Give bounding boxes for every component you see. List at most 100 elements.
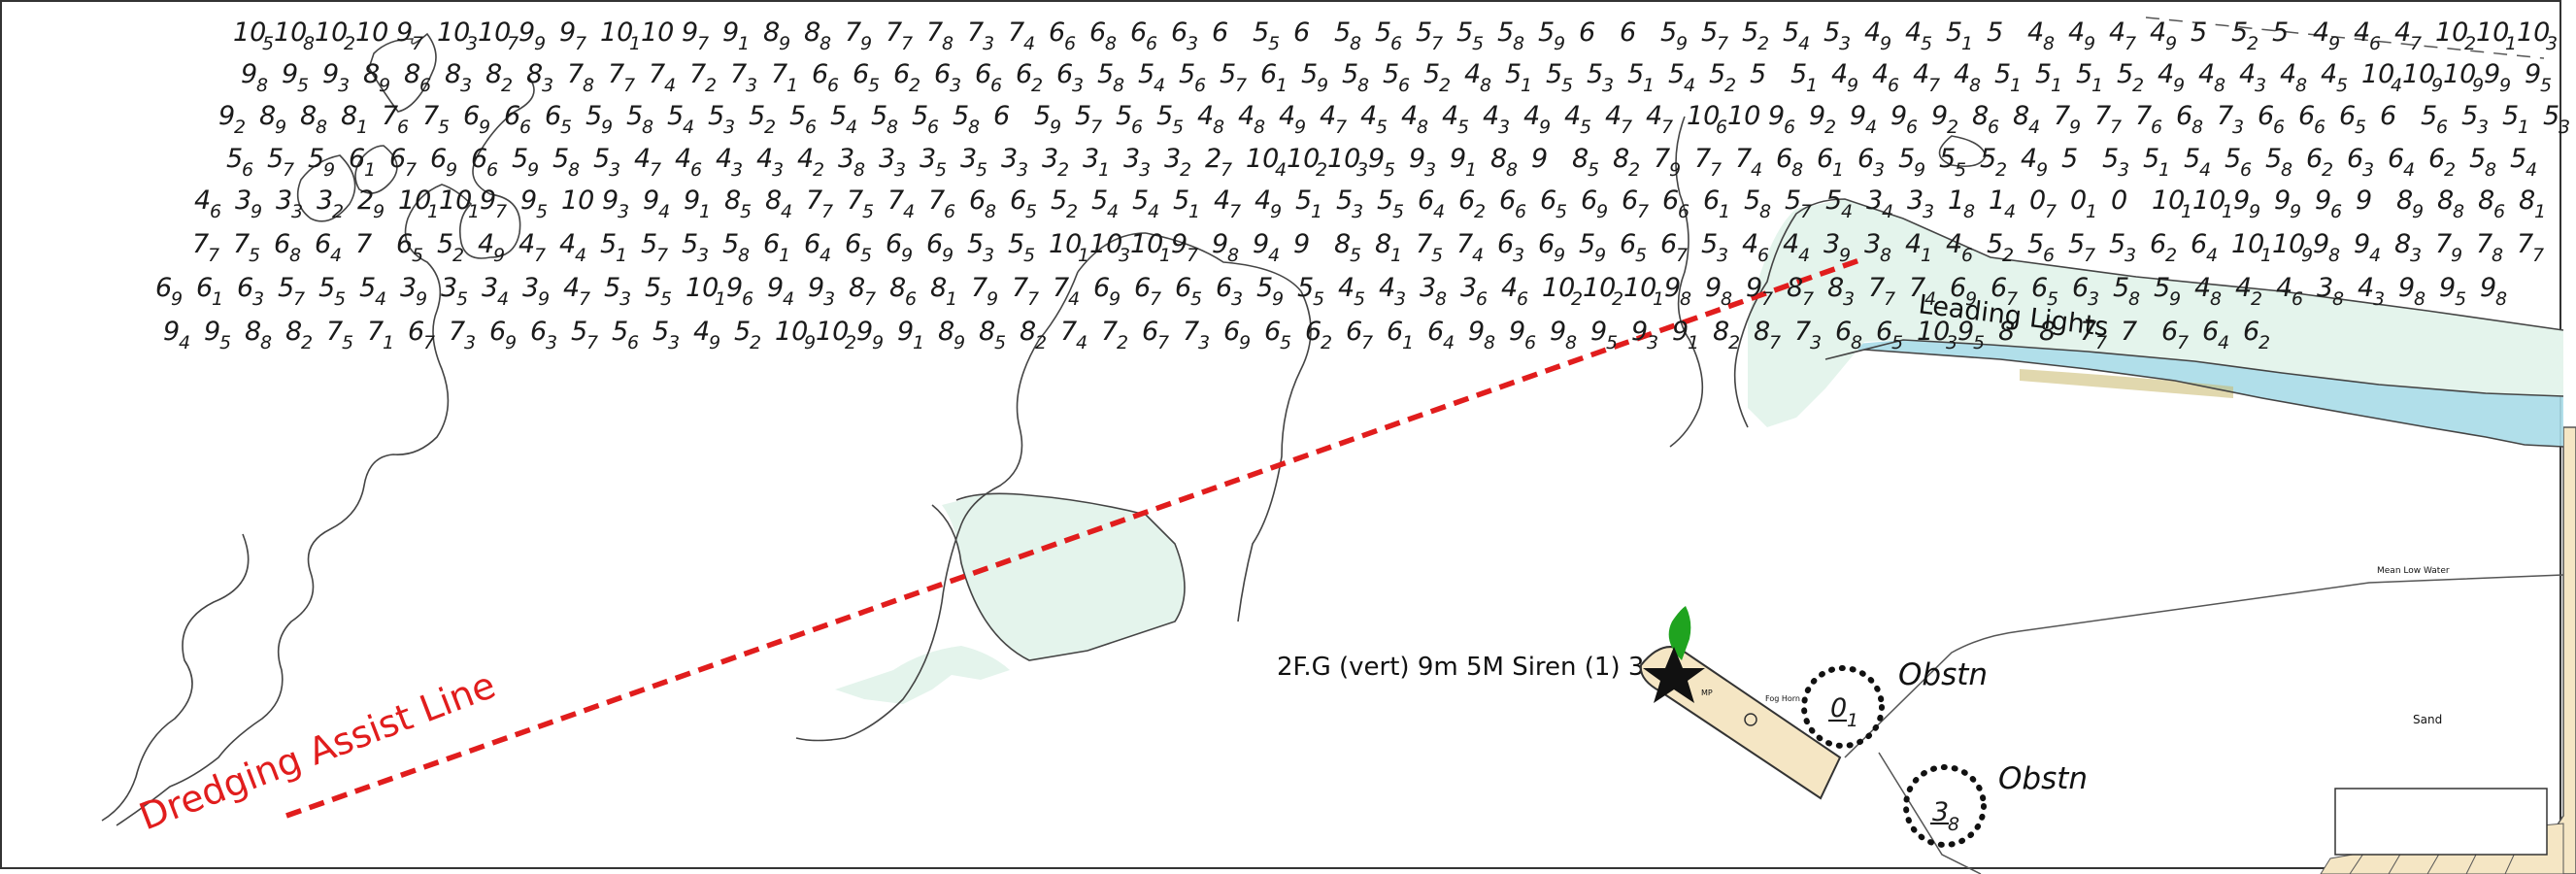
sounding-decimal: 3	[1356, 159, 1368, 181]
sounding-depth: 6	[2298, 101, 2315, 131]
sounding-decimal: 3	[1513, 245, 1524, 266]
sounding-decimal: 9	[2169, 288, 2181, 310]
land-area-right	[2524, 426, 2576, 874]
sounding-depth: 7	[1868, 273, 1885, 303]
sounding-decimal: 7	[2110, 117, 2122, 138]
contour-center-loop	[1145, 232, 1312, 622]
sounding-depth: 5	[967, 229, 984, 259]
sounding-depth: 4	[2394, 17, 2411, 48]
sounding-decimal: 8	[1480, 75, 1491, 96]
shoal-area-center	[942, 493, 1185, 660]
sounding-depth: 6	[1346, 317, 1362, 347]
sounding-depth: 7	[233, 229, 250, 259]
sounding-depth: 7	[2080, 317, 2096, 347]
sounding-decimal: 6	[690, 159, 702, 181]
sounding-depth: 8	[2478, 185, 2494, 216]
sounding-depth: 5	[2502, 101, 2519, 131]
sounding-depth: 9	[1890, 101, 1907, 131]
sand-label: Sand	[2413, 713, 2442, 726]
sounding-depth: 10	[1130, 229, 1163, 259]
sounding-depth: 8	[1375, 229, 1391, 259]
sounding-decimal: 3	[1602, 75, 1614, 96]
sounding-depth: 8	[363, 59, 380, 89]
sounding-decimal: 3	[1717, 245, 1728, 266]
sounding-depth: 6	[1056, 59, 1073, 89]
sounding-decimal: 3	[1946, 332, 1957, 353]
sounding-depth: 8	[2396, 185, 2413, 216]
sounding-depth: 5	[1497, 17, 1514, 48]
sounding-decimal: 9	[1669, 159, 1681, 181]
sounding-depth: 4	[2321, 59, 2337, 89]
contour-upper-loop	[354, 145, 398, 194]
sounding-decimal: 2	[501, 75, 513, 96]
sounding-depth: 10	[478, 17, 511, 48]
sounding-depth: 7	[608, 59, 624, 89]
sounding-decimal: 5	[1190, 288, 1202, 310]
sounding-decimal: 6	[1194, 75, 1206, 96]
sounding-decimal: 1	[2518, 117, 2529, 138]
sounding-depth: 4	[2358, 273, 2374, 303]
sounding-depth: 6	[1835, 317, 1852, 347]
sounding-depth: 6	[315, 229, 331, 259]
sounding-decimal: 3	[1498, 117, 1510, 138]
sounding-depth: 4	[1954, 59, 1970, 89]
sounding-depth: 6	[812, 59, 828, 89]
sounding-decimal: 7	[507, 33, 519, 54]
sounding-depth: 8	[1490, 144, 1507, 174]
sounding-decimal: 9	[1594, 245, 1606, 266]
sounding-depth: 5	[667, 101, 684, 131]
sounding-decimal: 3	[252, 288, 264, 310]
sounding-decimal: 1	[1402, 332, 1414, 353]
sounding-decimal: 2	[705, 75, 717, 96]
sounding-depth: 6	[2428, 144, 2445, 174]
sounding-depth: 9	[1768, 101, 1785, 131]
sounding-decimal: 3	[983, 245, 994, 266]
obstruction-1-depth: 0	[1830, 693, 1847, 723]
sounding-depth: 9	[163, 317, 180, 347]
sounding-depth: 7	[1101, 317, 1118, 347]
sounding-decimal: 3	[2373, 288, 2385, 310]
sounding-decimal: 5	[1023, 245, 1035, 266]
sounding-depth: 6	[196, 273, 213, 303]
sounding-depth: 6	[1305, 317, 1321, 347]
sounding-depth: 10	[355, 17, 388, 48]
sounding-decimal: 3	[619, 288, 631, 310]
sounding-decimal: 5	[1973, 332, 1985, 353]
sounding-decimal: 5	[660, 288, 672, 310]
sounding-decimal: 3	[1647, 332, 1658, 353]
sounding-depth: 9	[1672, 317, 1689, 347]
sounding-depth: 3	[1164, 144, 1181, 174]
sounding-decimal: 3	[1072, 75, 1084, 96]
sounding-depth: 5	[1253, 17, 1269, 48]
sounding-decimal: 2	[1995, 159, 2007, 181]
sounding-decimal: 7	[1710, 159, 1722, 181]
sounding-decimal: 6	[1906, 117, 1918, 138]
sounding-depth: 6	[1130, 17, 1147, 48]
sounding-decimal: 3	[338, 75, 350, 96]
sounding-depth: 5	[2231, 17, 2248, 48]
sounding-depth: 7	[2054, 101, 2070, 131]
sounding-decimal: 5	[297, 75, 309, 96]
sounding-depth: 9	[396, 17, 413, 48]
sounding-decimal: 6	[2273, 117, 2285, 138]
sounding-depth: 7	[1735, 144, 1752, 174]
sounding-depth: 9	[2480, 273, 2496, 303]
sounding-decimal: 9	[2301, 245, 2313, 266]
sounding-depth: 10	[2402, 59, 2435, 89]
sounding-depth: 5	[1701, 17, 1718, 48]
sounding-depth: 6	[1264, 317, 1281, 347]
sounding-decimal: 5	[1457, 117, 1469, 138]
sounding-depth: 8	[938, 317, 954, 347]
sounding-decimal: 7	[1769, 332, 1781, 353]
sounding-decimal: 9	[1539, 117, 1551, 138]
sounding-decimal: 5	[1561, 75, 1573, 96]
sounding-decimal: 6	[1988, 117, 1999, 138]
sounding-depth: 6	[2161, 317, 2178, 347]
sounding-depth: 4	[2109, 17, 2125, 48]
sounding-decimal: 8	[2453, 201, 2464, 222]
sounding-decimal: 7	[1335, 117, 1347, 138]
mean-low-water-label: Mean Low Water	[2377, 566, 2450, 576]
sounding-depth: 4	[194, 185, 211, 216]
sounding-depth: 9	[1850, 101, 1866, 131]
sounding-decimal: 4	[1023, 33, 1035, 54]
